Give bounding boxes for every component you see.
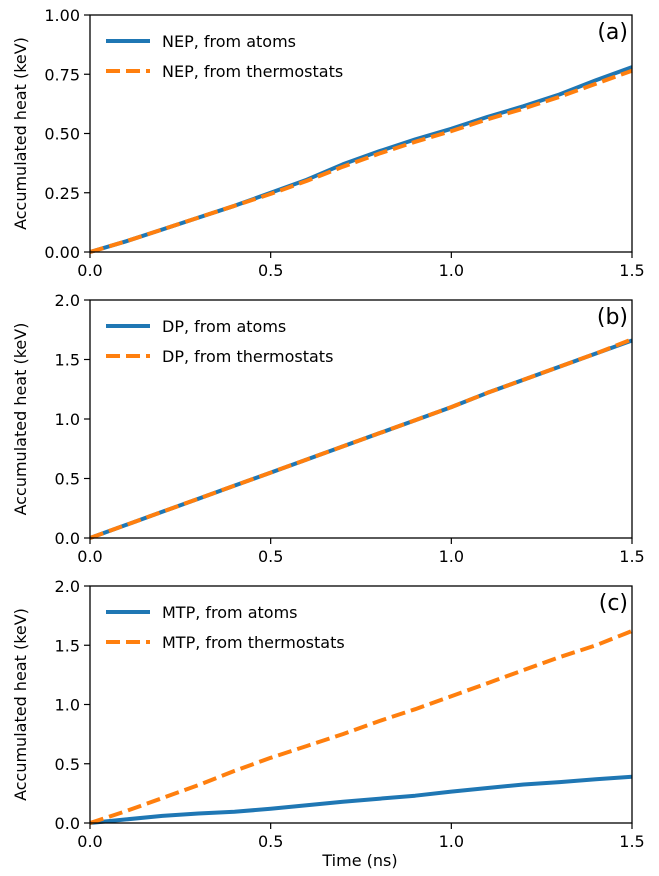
y-tick-label: 0.0 xyxy=(55,529,80,548)
y-tick-label: 2.0 xyxy=(55,577,80,596)
panel-2: 0.0 0.5 1.0 1.5 0.0 0.5 1.0 1.5 2.0 Accumulated h… xyxy=(11,291,645,566)
x-tick-label: 1.0 xyxy=(439,832,464,851)
panel-tag: (a) xyxy=(597,20,628,45)
x-tick-label: 0.5 xyxy=(258,547,283,566)
y-tick-label: 0.0 xyxy=(55,814,80,833)
y-tick-label: 0.50 xyxy=(44,125,80,144)
x-tick-label: 0.0 xyxy=(77,547,102,566)
panel-tag: (b) xyxy=(597,305,628,330)
series-line-1 xyxy=(89,774,633,825)
series-line-2 xyxy=(89,68,633,254)
x-tick-label: 1.0 xyxy=(439,547,464,566)
panel-tag: (c) xyxy=(599,591,628,616)
y-tick-label: 0.5 xyxy=(55,755,80,774)
legend-label: DP, from atoms xyxy=(162,317,286,336)
x-tick-label: 0.0 xyxy=(77,832,102,851)
x-tick-label: 1.5 xyxy=(619,261,644,280)
legend-label: DP, from thermostats xyxy=(162,347,333,366)
panel-1: 0.0 0.5 1.0 1.5 0.00 0.25 0.50 0.75 1.00 Accumula… xyxy=(11,6,645,280)
y-tick-label: 1.0 xyxy=(55,410,80,429)
y-axis-label: Accumulated heat (keV) xyxy=(11,608,30,801)
y-tick-label: 0.25 xyxy=(44,184,80,203)
x-tick-label: 1.5 xyxy=(619,547,644,566)
y-tick-label: 0.00 xyxy=(44,243,80,262)
x-tick-label: 1.5 xyxy=(619,832,644,851)
y-tick-label: 1.5 xyxy=(55,351,80,370)
x-tick-label: 0.0 xyxy=(77,261,102,280)
x-axis-label: Time (ns) xyxy=(321,851,397,870)
series-line-2 xyxy=(89,629,633,825)
panel-3: 0.0 0.5 1.0 1.5 0.0 0.5 1.0 1.5 2.0 Accumulated h… xyxy=(11,577,645,851)
x-tick-label: 0.5 xyxy=(258,261,283,280)
legend-label: NEP, from thermostats xyxy=(162,62,343,81)
y-axis-label: Accumulated heat (keV) xyxy=(11,37,30,230)
y-tick-label: 0.75 xyxy=(44,65,80,84)
y-tick-label: 1.5 xyxy=(55,636,80,655)
legend-label: MTP, from thermostats xyxy=(162,633,345,652)
y-axis-label: Accumulated heat (keV) xyxy=(11,323,30,516)
series-line-1 xyxy=(89,65,633,254)
y-tick-label: 1.00 xyxy=(44,6,80,25)
x-tick-label: 0.5 xyxy=(258,832,283,851)
legend-label: MTP, from atoms xyxy=(162,603,298,622)
series-line-2 xyxy=(89,337,633,540)
legend-label: NEP, from atoms xyxy=(162,32,296,51)
y-tick-label: 0.5 xyxy=(55,470,80,489)
y-tick-label: 1.0 xyxy=(55,696,80,715)
y-tick-label: 2.0 xyxy=(55,291,80,310)
x-tick-label: 1.0 xyxy=(439,261,464,280)
